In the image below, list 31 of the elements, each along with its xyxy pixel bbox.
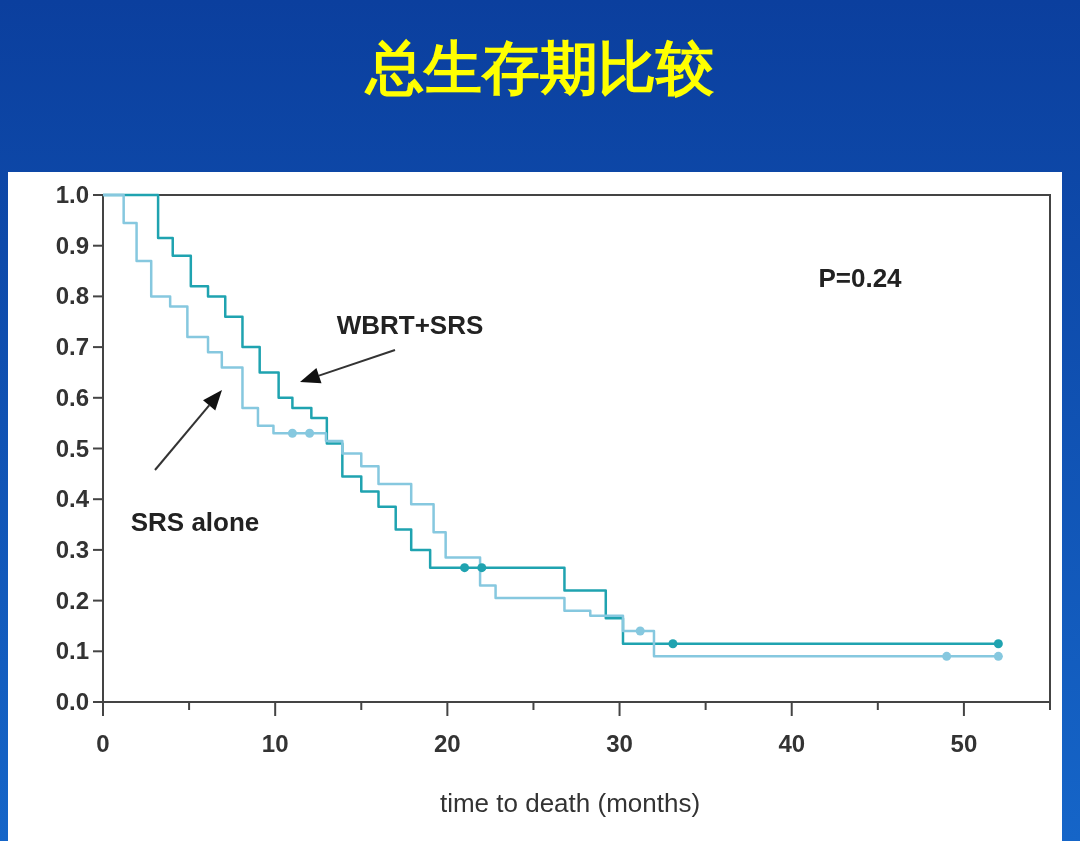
y-tick-label: 0.4	[55, 485, 90, 513]
y-tick-label: 0.6	[55, 383, 89, 411]
x-tick-label: 0	[96, 730, 110, 757]
chart-title: 总生存期比较	[364, 34, 715, 102]
point	[993, 651, 1003, 661]
point	[993, 639, 1003, 649]
y-tick-label: 0.0	[55, 688, 89, 715]
annotation: WBRT+SRS	[336, 310, 484, 340]
point	[477, 563, 487, 573]
x-tick-label: 30	[606, 730, 633, 757]
y-tick-label: 0.3	[55, 535, 89, 563]
point	[942, 651, 952, 661]
point	[460, 563, 470, 573]
y-tick-label: 0.2	[55, 586, 89, 614]
y-tick-label: 0.5	[55, 434, 89, 462]
x-axis-title: time to death (months)	[439, 788, 701, 818]
x-tick-label: 50	[950, 730, 978, 757]
y-tick-label: 0.7	[55, 333, 89, 361]
y-tick-label: 0.1	[55, 637, 89, 665]
point	[287, 428, 297, 438]
annotation: P=0.24	[818, 263, 903, 293]
annotation: SRS alone	[130, 507, 260, 537]
point	[305, 428, 315, 438]
y-tick-label: 0.9	[55, 231, 89, 259]
x-tick-label: 20	[434, 730, 461, 757]
y-tick-label: 0.8	[55, 282, 89, 310]
x-tick-label: 40	[778, 730, 806, 757]
point	[668, 639, 678, 649]
x-tick-label: 10	[261, 730, 289, 757]
point	[635, 626, 645, 636]
y-tick-label: 1.0	[55, 181, 89, 208]
